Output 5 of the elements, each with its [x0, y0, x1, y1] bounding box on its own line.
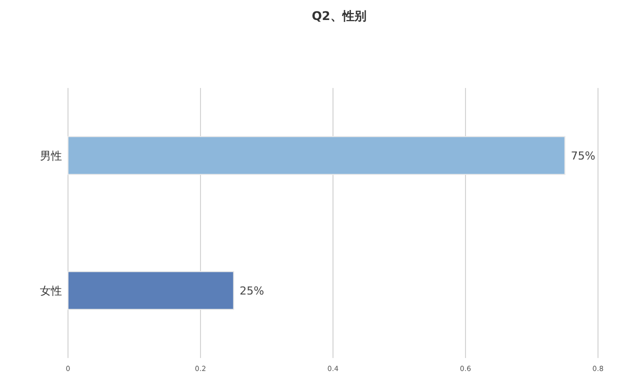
y-tick-label: 男性 [40, 150, 62, 162]
data-label: 75% [570, 150, 596, 162]
chart-title: Q2、性别 [312, 9, 366, 23]
data-label: 25% [240, 284, 264, 298]
y-tick-label: 女性 [40, 284, 62, 298]
